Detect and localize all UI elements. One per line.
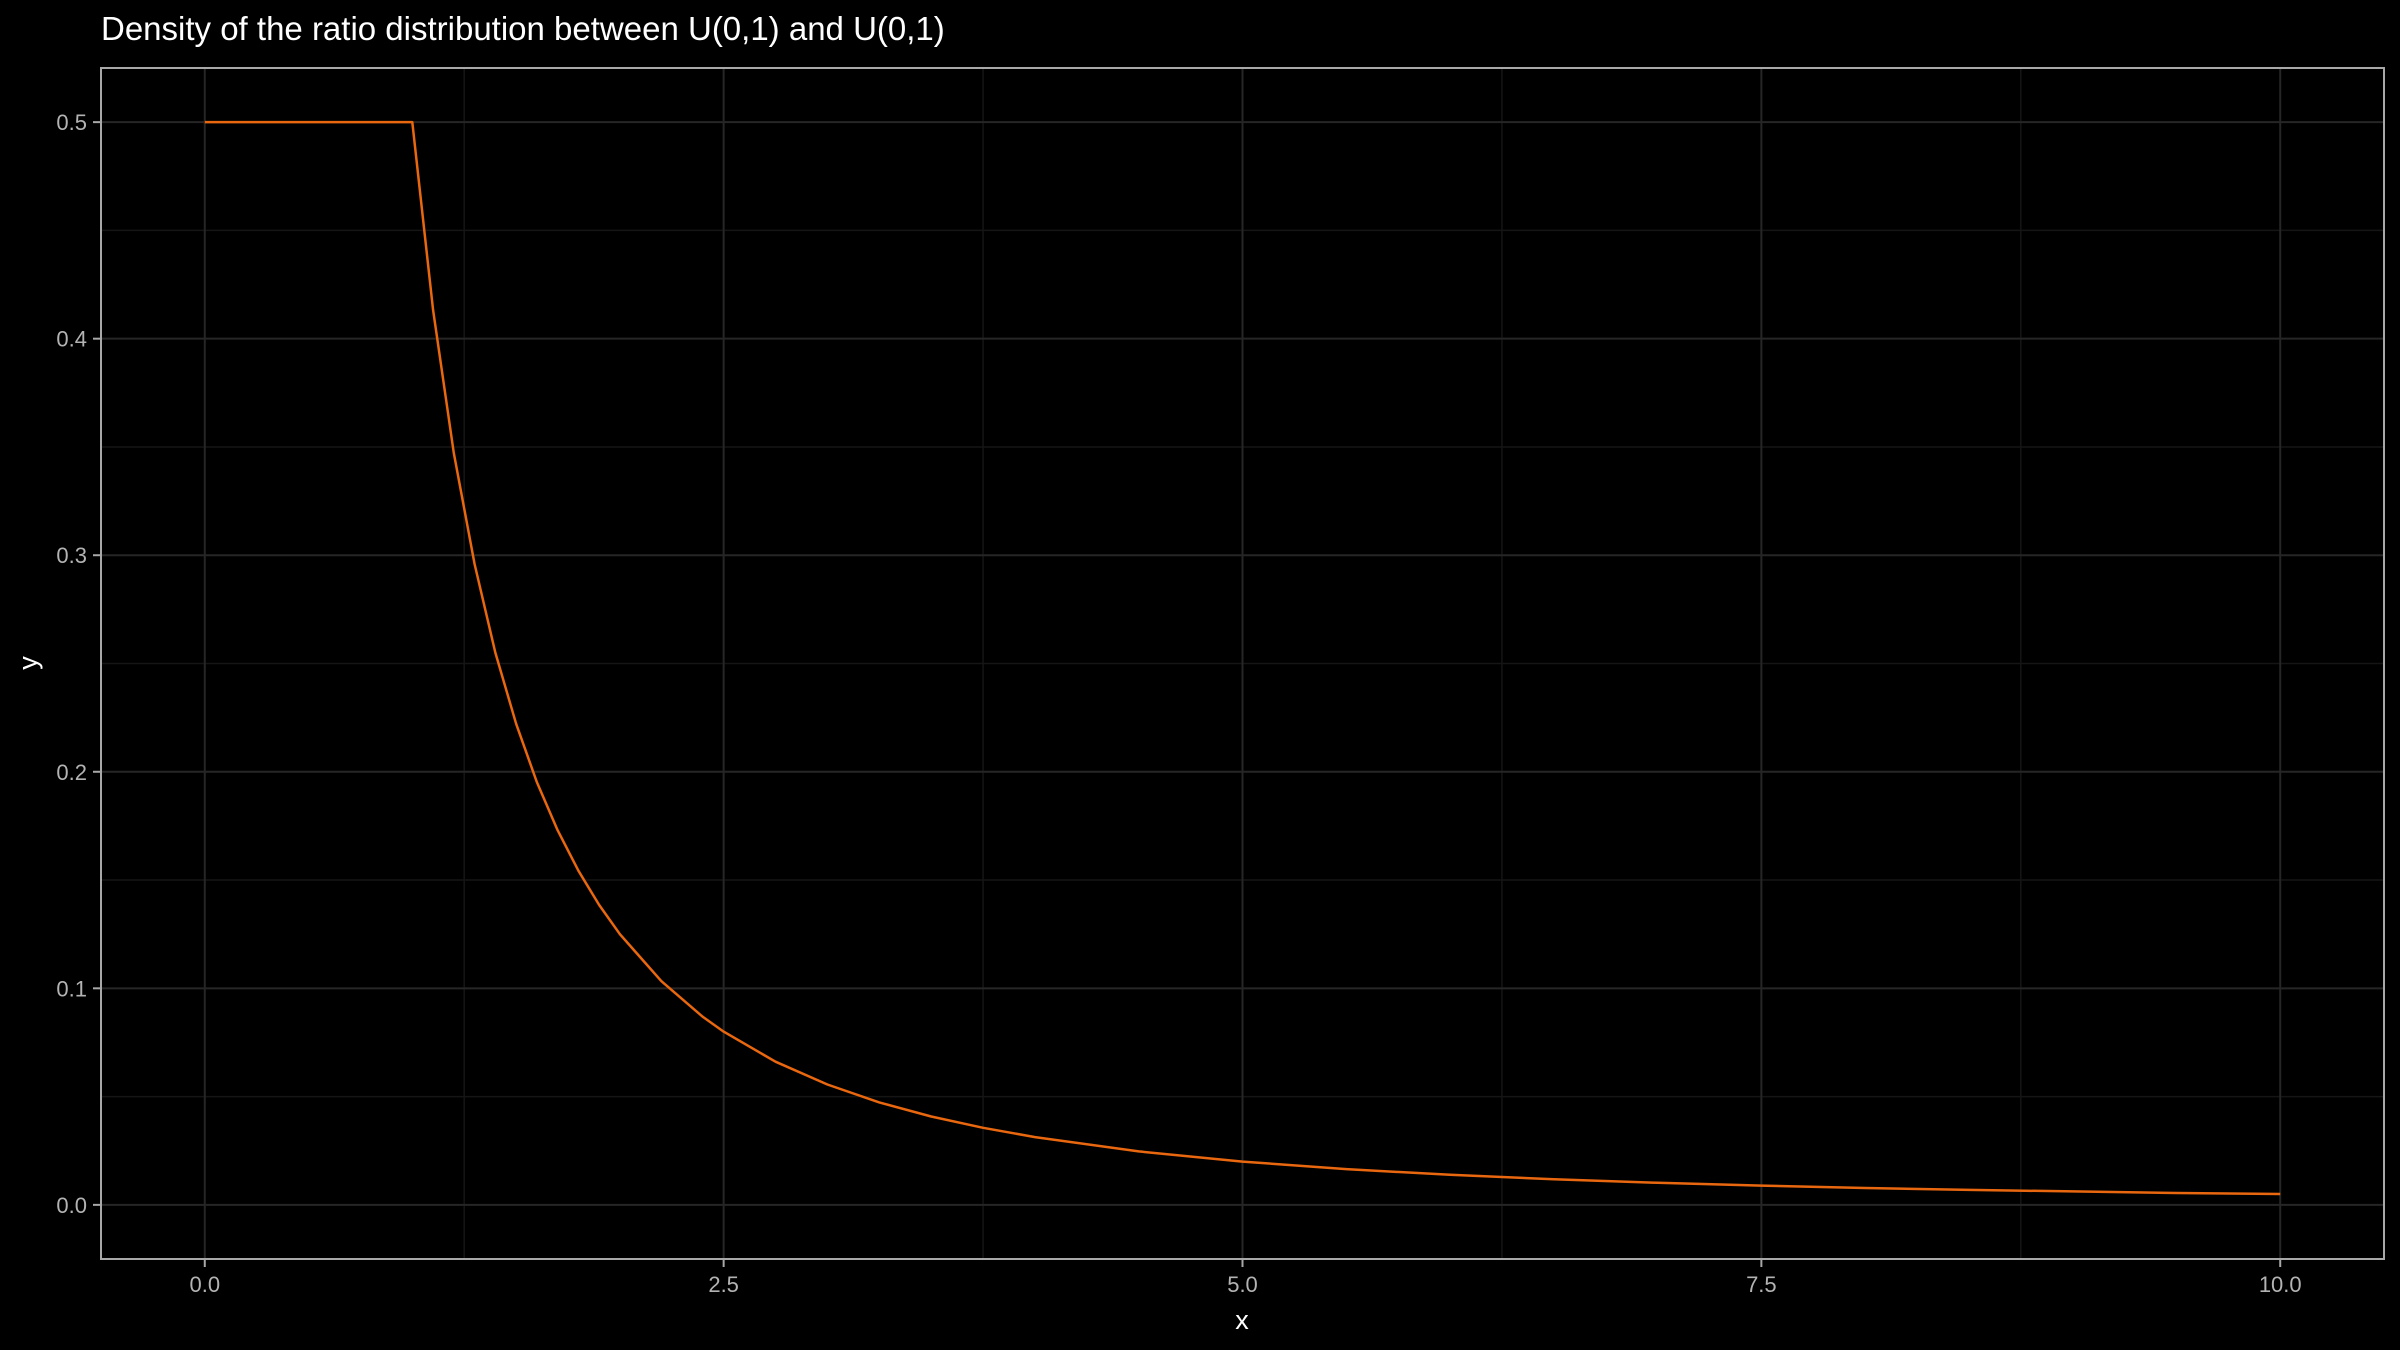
y-tick-label: 0.1 (56, 976, 87, 1001)
y-tick-label: 0.3 (56, 543, 87, 568)
x-axis-title: x (1235, 1305, 1249, 1335)
series-layer (204, 120, 2281, 1196)
x-axis: 0.0 2.5 5.0 7.5 10.0 (189, 1259, 2302, 1297)
x-tick-label: 0.0 (189, 1272, 220, 1297)
series-line (204, 120, 2281, 1196)
y-tick-label: 0.0 (56, 1193, 87, 1218)
y-axis-title: y (13, 656, 43, 670)
chart-title: Density of the ratio distribution betwee… (101, 10, 945, 47)
y-tick-label: 0.5 (56, 110, 87, 135)
y-tick-label: 0.2 (56, 760, 87, 785)
grid-major (101, 68, 2384, 1259)
y-tick-label: 0.4 (56, 327, 87, 352)
x-tick-label: 7.5 (1746, 1272, 1777, 1297)
y-axis: 0.0 0.1 0.2 0.3 0.4 0.5 (56, 110, 101, 1218)
x-tick-label: 10.0 (2259, 1272, 2302, 1297)
x-tick-label: 5.0 (1227, 1272, 1258, 1297)
x-tick-label: 2.5 (708, 1272, 739, 1297)
